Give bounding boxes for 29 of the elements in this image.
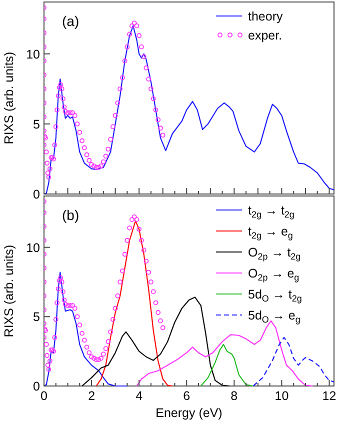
y-tick-label: 10 (26, 47, 40, 62)
x-tick-label: 10 (274, 389, 289, 403)
line-series (44, 272, 128, 387)
x-tick-label: 6 (183, 389, 190, 403)
legend-label: theory (248, 10, 284, 24)
y-axis-title: RIXS (arb. units) (2, 244, 16, 338)
x-tick-label: 8 (230, 389, 238, 403)
y-tick-label: 0 (33, 188, 40, 202)
annotation: (b) (62, 207, 80, 223)
legend-label: t$_{2g}$ → t$_{2g}$ (248, 204, 294, 220)
y-tick-label: 0 (33, 380, 40, 394)
y-tick-label: 10 (26, 240, 40, 255)
annotation: (a) (62, 13, 80, 29)
legend-label: 5d$_{O}$ → t$_{2g}$ (248, 288, 302, 304)
legend-label: exper. (248, 28, 282, 42)
line-series (252, 336, 334, 387)
x-tick-label: 2 (88, 389, 96, 403)
legend-label: O$_{2p}$ → t$_{2g}$ (248, 246, 301, 262)
line-series (200, 344, 254, 387)
x-tick-label: 4 (136, 389, 143, 403)
legend-label: 5d$_{O}$ → e$_{g}$ (248, 308, 300, 324)
x-tick-label: 12 (322, 389, 336, 403)
x-axis-title: Energy (eV) (156, 406, 222, 420)
line-series (81, 296, 230, 387)
y-tick-label: 5 (33, 310, 40, 324)
legend-label: t$_{2g}$ → e$_{g}$ (248, 224, 293, 240)
legend-label: O$_{2p}$ → e$_{g}$ (248, 266, 300, 282)
y-tick-label: 5 (33, 117, 40, 132)
y-axis-title: RIXS (arb. units) (2, 52, 16, 144)
